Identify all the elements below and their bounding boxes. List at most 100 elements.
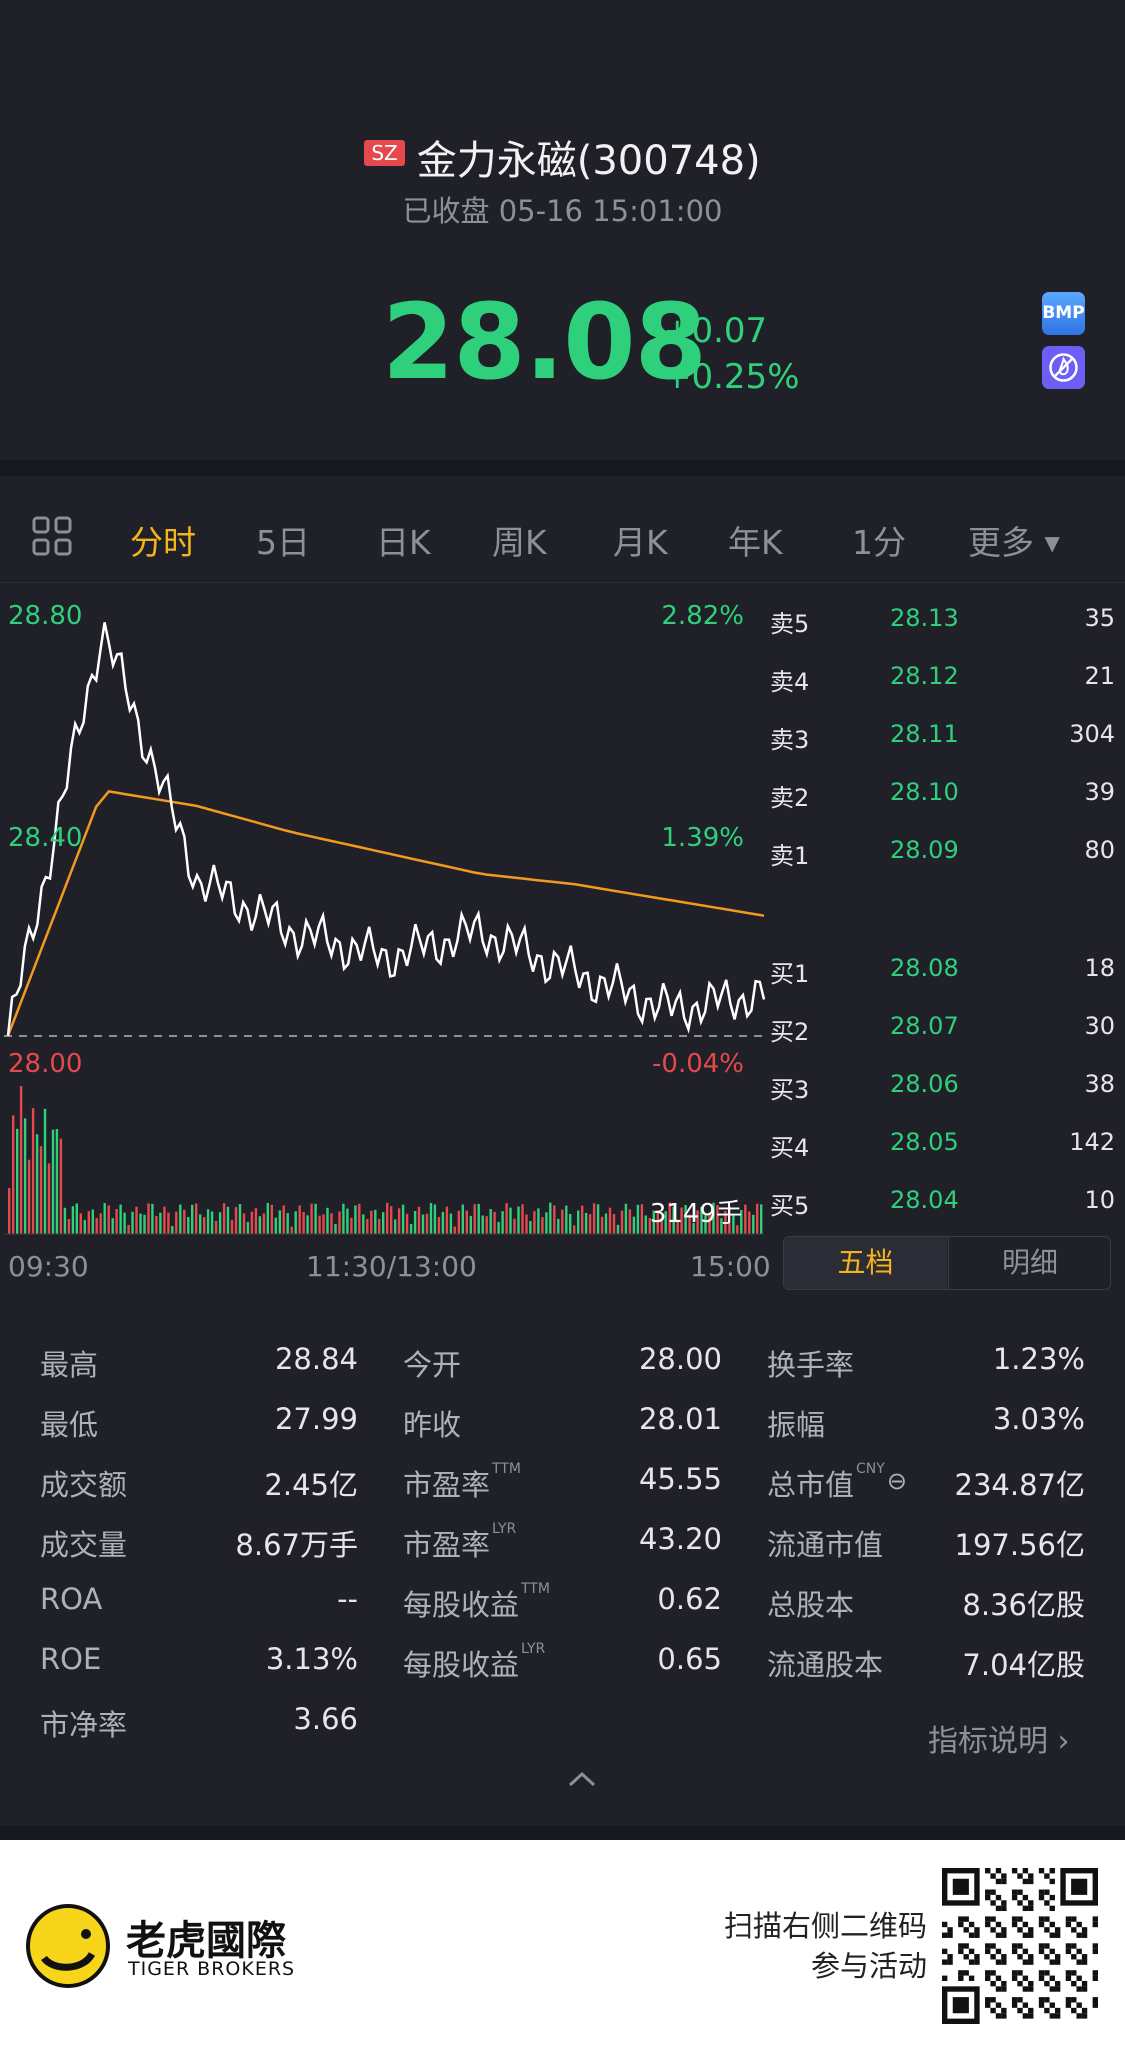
volume-bar: [394, 1219, 397, 1234]
volume-bar: [147, 1203, 150, 1234]
section-divider: [0, 460, 1125, 476]
volume-bar: [640, 1204, 644, 1234]
promo-line-2: 参与活动: [810, 1949, 927, 1983]
volume-bar: [175, 1211, 178, 1234]
volume-bar: [87, 1211, 90, 1234]
order-book-row: 买5 28.04 10: [770, 1186, 1115, 1226]
volume-bar: [386, 1202, 389, 1234]
tab-monthly-k[interactable]: 月K: [613, 523, 668, 562]
last-price: 28.08: [382, 281, 707, 403]
volume-bar: [748, 1211, 751, 1234]
order-volume: 304: [1069, 720, 1115, 748]
volume-bars: [8, 1086, 763, 1234]
currency-switch-icon[interactable]: ⊖: [886, 1467, 907, 1495]
volume-bar: [19, 1086, 23, 1234]
indicator-info-link[interactable]: 指标说明 ›: [928, 1716, 1070, 1760]
volume-bar: [163, 1206, 166, 1234]
order-price: 28.06: [890, 1070, 959, 1098]
volume-bar: [346, 1208, 349, 1234]
volume-bar: [282, 1205, 285, 1234]
brand-name-cn: 老虎國際: [126, 1918, 286, 1964]
average-price-line: [6, 790, 765, 1037]
volume-bar: [306, 1215, 309, 1234]
volume-bar: [692, 1223, 695, 1234]
volume-bar: [433, 1204, 437, 1234]
stat-label: 振幅: [767, 1402, 825, 1444]
volume-bar: [314, 1203, 317, 1234]
volume-bar: [644, 1215, 647, 1234]
tab-5day[interactable]: 5日: [256, 523, 310, 562]
order-volume: 38: [1084, 1070, 1115, 1098]
volume-bar: [390, 1206, 393, 1234]
bmp-icon[interactable]: BMP: [1042, 292, 1085, 335]
volume-bar: [656, 1210, 659, 1234]
order-level-label: 卖3: [770, 726, 810, 754]
volume-bar: [330, 1213, 333, 1234]
volume-bar: [27, 1159, 31, 1234]
grid-menu-icon[interactable]: [32, 516, 72, 556]
volume-bar: [354, 1205, 357, 1234]
volume-bar: [501, 1211, 504, 1234]
intraday-chart[interactable]: 28.80 28.40 28.00 2.82% 1.39% -0.04% 314…: [0, 596, 770, 1236]
details-tab[interactable]: 明细: [948, 1237, 1110, 1289]
stat-value: 0.62: [657, 1582, 722, 1616]
volume-bar: [545, 1212, 548, 1234]
stat-value: 8.67万手: [235, 1528, 358, 1562]
volume-bar: [517, 1206, 520, 1234]
volume-bar: [75, 1203, 78, 1234]
volume-bar: [724, 1211, 727, 1234]
tiger-logo-icon: [26, 1904, 110, 1988]
order-level-label: 卖4: [770, 668, 810, 696]
stock-title: SZ 金力永磁(300748): [0, 128, 1125, 186]
volume-bar: [183, 1209, 186, 1234]
tab-intraday[interactable]: 分时: [130, 523, 196, 562]
tab-more[interactable]: 更多 ▼: [968, 516, 1060, 564]
tab-weekly-k[interactable]: 周K: [492, 523, 547, 562]
order-level-label: 买2: [770, 1018, 810, 1046]
tab-1min[interactable]: 1分: [852, 523, 906, 562]
stat-item: 总股本 8.36亿股: [767, 1582, 1085, 1622]
chevron-up-icon[interactable]: [567, 1770, 597, 1788]
volume-bar: [358, 1203, 361, 1234]
footer-divider: [0, 1826, 1125, 1840]
volume-bar: [401, 1204, 405, 1234]
volume-label: 3149手: [650, 1199, 742, 1229]
volume-bar: [537, 1208, 540, 1234]
stat-value: 3.03%: [992, 1402, 1085, 1436]
stat-label: 流通股本: [767, 1642, 883, 1684]
no-fire-icon[interactable]: [1042, 346, 1085, 389]
stat-value: 28.01: [638, 1402, 722, 1436]
volume-bar: [664, 1211, 667, 1234]
order-volume: 39: [1084, 778, 1115, 806]
order-price: 28.11: [890, 720, 959, 748]
volume-bar: [199, 1214, 202, 1234]
volume-bar: [696, 1210, 699, 1234]
stat-label-text: 最高: [40, 1348, 99, 1382]
order-price: 28.05: [890, 1128, 959, 1156]
order-level-label: 买1: [770, 960, 810, 988]
volume-bar: [99, 1213, 102, 1234]
stat-label-text: ROA: [40, 1582, 103, 1616]
order-volume: 10: [1084, 1186, 1115, 1214]
volume-bar: [214, 1220, 218, 1234]
tab-yearly-k[interactable]: 年K: [728, 523, 783, 562]
volume-bar: [294, 1211, 297, 1234]
volume-bar: [584, 1212, 588, 1234]
volume-bar: [16, 1128, 19, 1234]
tab-more-label: 更多: [968, 523, 1034, 562]
volume-bar: [481, 1215, 484, 1234]
volume-bar: [760, 1204, 763, 1234]
tab-daily-k[interactable]: 日K: [376, 523, 431, 562]
volume-bar: [525, 1214, 528, 1234]
volume-bar: [628, 1209, 632, 1234]
volume-bar: [417, 1206, 421, 1234]
time-start: 09:30: [8, 1250, 89, 1283]
five-levels-tab[interactable]: 五档: [784, 1237, 947, 1289]
stat-label: 市盈率 TTM: [403, 1461, 521, 1504]
stat-item: 今开 28.00: [403, 1342, 722, 1382]
volume-bar: [51, 1129, 55, 1234]
order-level-label: 买3: [770, 1076, 810, 1104]
stat-label: ROA: [40, 1582, 102, 1616]
stat-label-text: 总股本: [767, 1588, 855, 1622]
volume-bar: [127, 1224, 130, 1234]
